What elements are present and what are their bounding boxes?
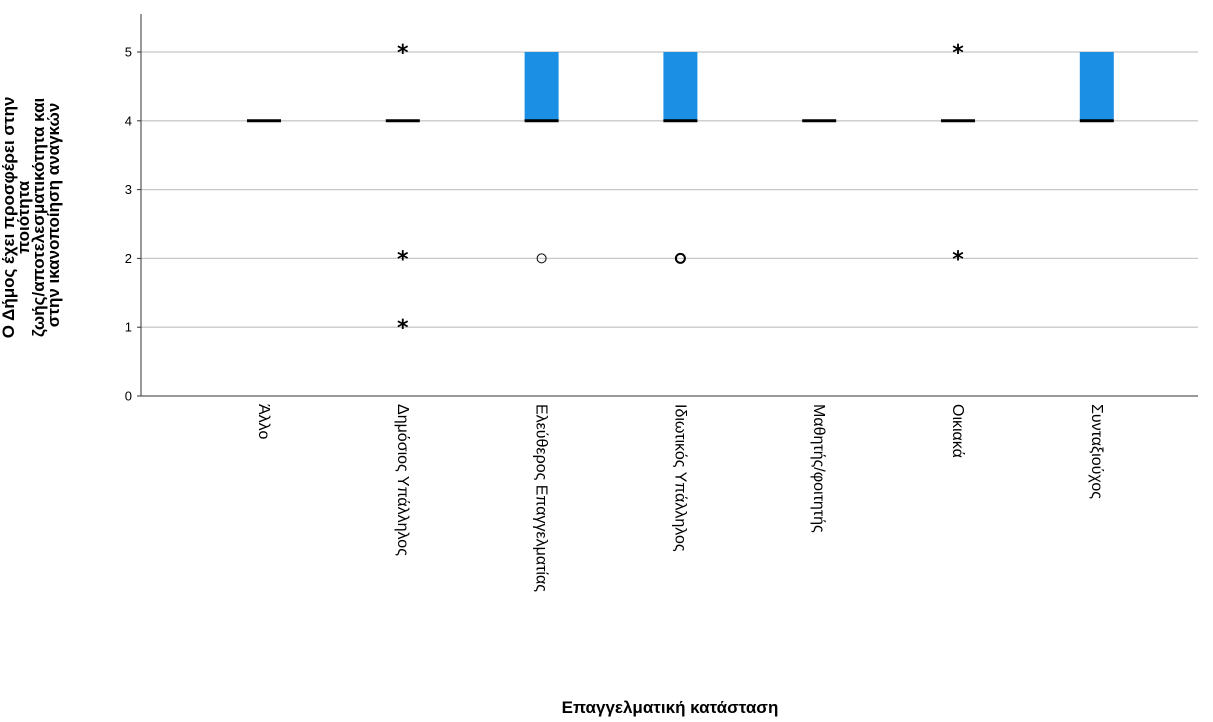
category-label-3: Ελεύθερος Επαγγελματίας (533, 404, 550, 592)
category-label-5: Μαθητής/φοιτητής (810, 404, 827, 533)
extreme-marker-6-5: * (952, 41, 964, 66)
outlier-marker-3-2 (536, 253, 547, 264)
extreme-marker-2-5: * (397, 41, 409, 66)
extreme-marker-6-2: * (952, 247, 964, 272)
y-axis-title: Ο Δήμος έχει προσφέρει στην ποιότητα ζωή… (0, 92, 63, 339)
outlier-marker-4-2 (674, 252, 686, 264)
y-tick-label-1: 1 (125, 320, 132, 335)
y-tick-label-3: 3 (125, 182, 132, 197)
y-tick-label-5: 5 (125, 45, 132, 60)
category-labels: Άλλο Δημόσιος Υπάλληλος Ελεύθερος Επαγγελμ… (255, 404, 1105, 592)
y-axis-title-line-1: Ο Δήμος έχει προσφέρει στην (0, 97, 18, 339)
y-axis-title-line-4: στην ικανοποίηση αναγκών (44, 103, 63, 328)
category-label-2: Δημόσιος Υπάλληλος (394, 404, 411, 556)
boxes (247, 52, 1114, 123)
y-tick-label-0: 0 (125, 389, 132, 404)
extreme-marker-2-2: * (397, 247, 409, 272)
outlier-markers: * * * * * (397, 41, 964, 341)
x-axis-title: Επαγγελματική κατάσταση (562, 698, 779, 717)
y-tick-labels: 0 1 2 3 4 5 (125, 45, 141, 404)
y-axis-title-line-2: ποιότητα (14, 180, 33, 254)
y-tick-label-2: 2 (125, 251, 132, 266)
y-axis-title-line-3: ζωής/αποτελεσματικότητα και (29, 97, 48, 337)
box-3 (524, 52, 559, 121)
svg-text:Ο Δήμος έχει προσφέρει στην: Ο Δήμος έχει προσφέρει στην ποιότητα ζωή… (0, 92, 63, 338)
box-4 (663, 52, 698, 121)
y-tick-label-4: 4 (125, 113, 132, 128)
extreme-marker-2-1: * (397, 316, 409, 341)
category-label-7: Συνταξιούχος (1088, 404, 1105, 499)
axes (140, 14, 1198, 397)
category-label-1: Άλλο (255, 404, 272, 439)
category-label-4: Ιδιωτικός Υπάλληλος (671, 404, 688, 552)
category-label-6: Οικιακά (949, 404, 966, 458)
box-7 (1079, 52, 1114, 121)
